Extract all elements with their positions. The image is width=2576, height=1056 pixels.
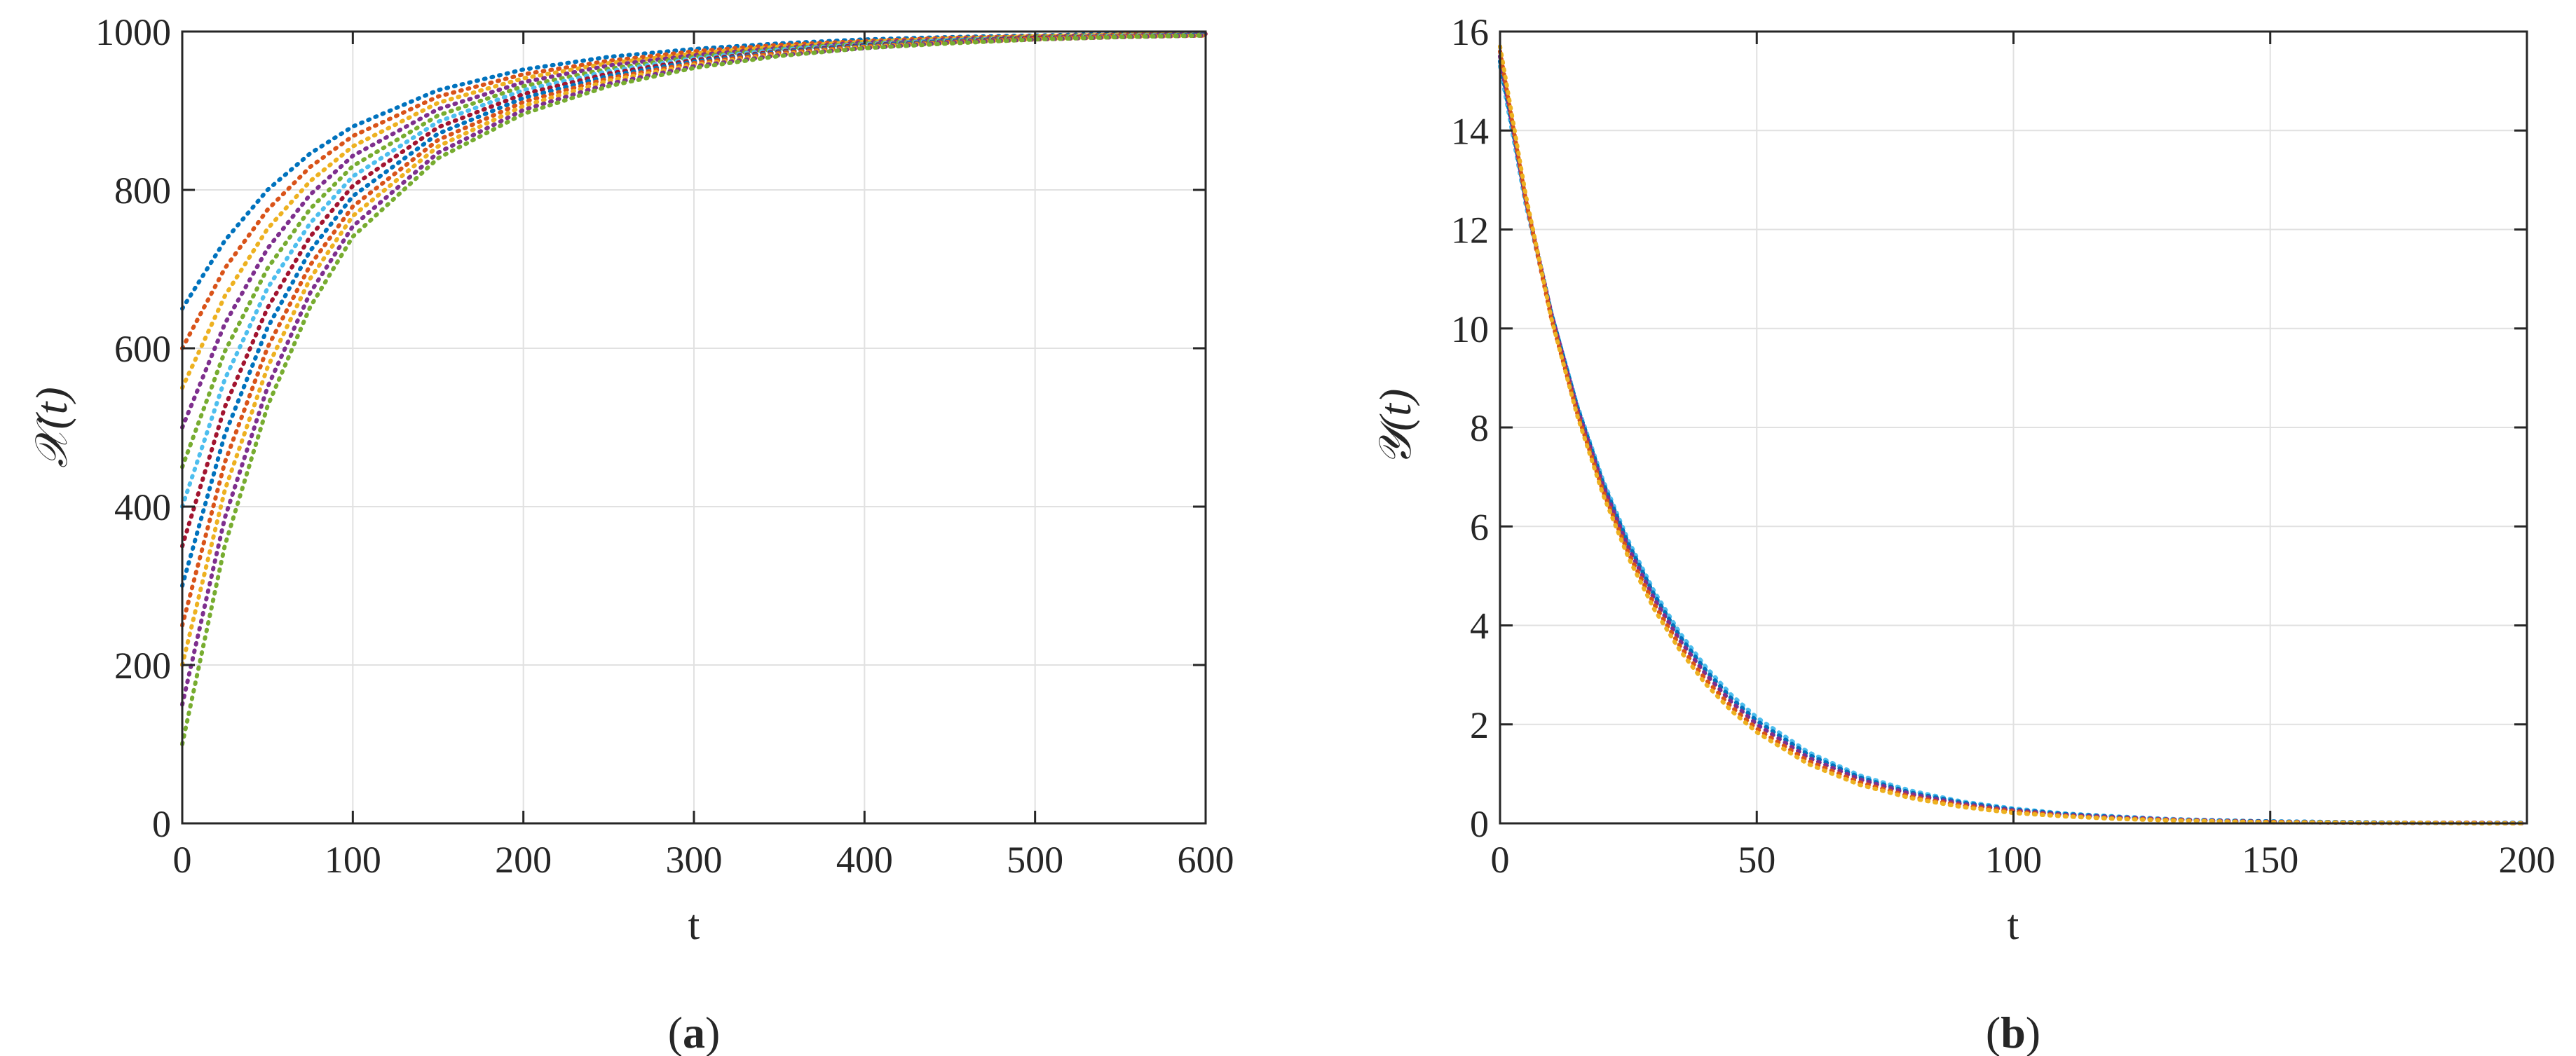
panel-b-xtick-label-0: 0 (1491, 839, 1510, 881)
panel-b-ytick-label-0: 0 (1470, 803, 1489, 845)
panel-b-ytick-label-8: 16 (1451, 11, 1489, 53)
panel-b-ytick-label-5: 10 (1451, 308, 1489, 350)
panel-b-xlabel: t (2008, 902, 2019, 948)
panel-b-ticks: 0 50 100 150 200 0 2 4 6 8 10 12 14 16 (1451, 11, 2556, 881)
panel-a-ytick-label-3: 600 (114, 328, 171, 370)
panel-b-ytick-label-3: 6 (1470, 506, 1489, 548)
panel-a-xtick-label-5: 500 (1007, 839, 1063, 881)
panel-a-ytick-label-1: 200 (114, 645, 171, 687)
panel-b-xtick-label-3: 150 (2242, 839, 2298, 881)
panel-b-caption-letter: b (2001, 1008, 2026, 1056)
panel-a-xtick-label-0: 0 (173, 839, 192, 881)
panel-b-chart: 0 50 100 150 200 0 2 4 6 8 10 12 14 16 t 𝒴(t) (b) (1370, 11, 2556, 1056)
panel-b-xtick-label-1: 50 (1738, 839, 1776, 881)
panel-b-ytick-label-1: 2 (1470, 704, 1489, 746)
panel-a-ytick-label-0: 0 (152, 803, 171, 845)
panel-a-ytick-label-2: 400 (114, 486, 171, 528)
panel-a-xtick-label-3: 300 (666, 839, 723, 881)
panel-a-series-group (180, 31, 1208, 746)
panel-a-ticks: 0 100 200 300 400 500 600 0 200 400 600 800 1000 (95, 11, 1234, 881)
panel-b-ytick-label-6: 12 (1451, 210, 1489, 252)
panel-a-caption-open: ( (668, 1008, 683, 1056)
panel-b-ytick-label-4: 8 (1470, 407, 1489, 449)
panel-a-caption-letter: a (683, 1008, 705, 1056)
panel-a-ylabel: 𝒳(t) (27, 387, 76, 467)
panel-b-ytick-label-2: 4 (1470, 605, 1489, 647)
panel-a-chart: 0 100 200 300 400 500 600 0 200 400 600 800 1000 t 𝒳… (27, 11, 1234, 1056)
panel-b-ytick-label-7: 14 (1451, 110, 1489, 152)
panel-b-ylabel-arg: (t) (1370, 389, 1420, 431)
panel-a-caption-close: ) (705, 1008, 720, 1056)
panel-a-ytick-label-5: 1000 (95, 11, 171, 53)
panel-a-xlabel: t (688, 902, 700, 948)
panel-b-xtick-label-4: 200 (2499, 839, 2556, 881)
panel-b-caption-open: ( (1986, 1008, 2001, 1056)
panel-a-xtick-label-1: 100 (325, 839, 381, 881)
panel-a-ytick-label-4: 800 (114, 170, 171, 212)
panel-b-caption: (b) (1986, 1008, 2040, 1056)
panel-a-xtick-label-4: 400 (836, 839, 893, 881)
panel-a-xtick-label-6: 600 (1178, 839, 1234, 881)
panel-b-caption-close: ) (2026, 1008, 2040, 1056)
panel-a-series-line-11 (180, 33, 1208, 746)
panel-a-ylabel-arg: (t) (27, 387, 76, 429)
panel-a-xtick-label-2: 200 (495, 839, 552, 881)
panel-a-caption: (a) (668, 1008, 721, 1056)
panel-b-xtick-label-2: 100 (1985, 839, 2042, 881)
panel-b-ylabel: 𝒴(t) (1370, 389, 1420, 467)
